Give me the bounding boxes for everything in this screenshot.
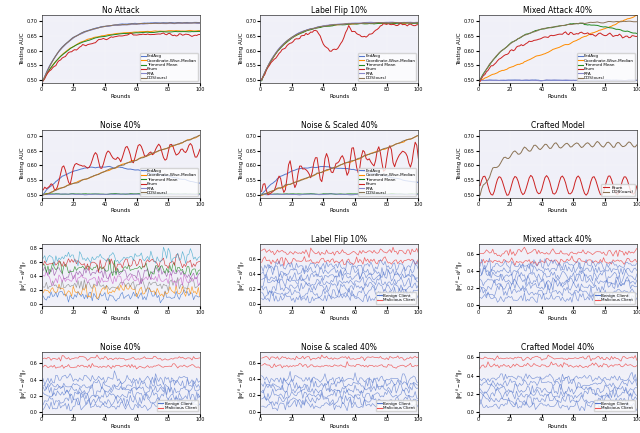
X-axis label: Rounds: Rounds [548, 208, 568, 213]
Title: Label Flip 10%: Label Flip 10% [311, 6, 367, 15]
Y-axis label: Testing AUC: Testing AUC [458, 148, 462, 180]
Y-axis label: $\|w_i^{(t)}-\bar{w}^{(t)}\|_F$: $\|w_i^{(t)}-\bar{w}^{(t)}\|_F$ [236, 259, 247, 291]
Title: No Attack: No Attack [102, 236, 140, 244]
Y-axis label: $\|w_i^{(t)}-\bar{w}^{(t)}\|_F$: $\|w_i^{(t)}-\bar{w}^{(t)}\|_F$ [454, 259, 465, 291]
Legend: FedAvg, Coordinate-Wise-Median, Trimmed Mean, Krum, RFA, DDS(ours): FedAvg, Coordinate-Wise-Median, Trimmed … [140, 53, 198, 81]
Legend: Benign Client, Malicious Client: Benign Client, Malicious Client [376, 292, 416, 304]
Title: No Attack: No Attack [102, 6, 140, 15]
Legend: Benign Client, Malicious Client: Benign Client, Malicious Client [376, 400, 416, 411]
X-axis label: Rounds: Rounds [111, 208, 131, 213]
Legend: FedAvg, Coordinate-Wise-Median, Trimmed Mean, Krum, RFA, DDS(ours): FedAvg, Coordinate-Wise-Median, Trimmed … [358, 168, 416, 196]
X-axis label: Rounds: Rounds [548, 424, 568, 429]
Y-axis label: $\|w_i^{(t)}-\bar{w}^{(t)}\|_F$: $\|w_i^{(t)}-\bar{w}^{(t)}\|_F$ [454, 367, 465, 399]
Y-axis label: Testing AUC: Testing AUC [458, 33, 462, 65]
X-axis label: Rounds: Rounds [329, 424, 349, 429]
Title: Mixed Attack 40%: Mixed Attack 40% [523, 6, 592, 15]
Legend: Benign Client, Malicious Client: Benign Client, Malicious Client [594, 292, 635, 304]
Y-axis label: Testing AUC: Testing AUC [239, 148, 244, 180]
Legend: FedAvg, Coordinate-Wise-Median, Trimmed Mean, Krum, RFA, DDS(ours): FedAvg, Coordinate-Wise-Median, Trimmed … [577, 53, 635, 81]
Y-axis label: Testing AUC: Testing AUC [239, 33, 244, 65]
X-axis label: Rounds: Rounds [111, 316, 131, 321]
X-axis label: Rounds: Rounds [329, 316, 349, 321]
Legend: Benign Client, Malicious Client: Benign Client, Malicious Client [594, 400, 635, 411]
Legend: Krum, DDS(ours): Krum, DDS(ours) [602, 184, 635, 196]
X-axis label: Rounds: Rounds [329, 208, 349, 213]
Y-axis label: $\|w_i^{(t)}-\bar{w}^{(t)}\|_F$: $\|w_i^{(t)}-\bar{w}^{(t)}\|_F$ [18, 367, 29, 399]
Y-axis label: $\|w_i^{(t)}-\bar{w}^{(t)}\|_F$: $\|w_i^{(t)}-\bar{w}^{(t)}\|_F$ [236, 367, 247, 399]
Title: Crafted Model 40%: Crafted Model 40% [521, 343, 594, 352]
Legend: Benign Client, Malicious Client: Benign Client, Malicious Client [157, 400, 198, 411]
Legend: FedAvg, Coordinate-Wise-Median, Trimmed Mean, Krum, RFA, DDS(ours): FedAvg, Coordinate-Wise-Median, Trimmed … [358, 53, 416, 81]
Title: Label Flip 10%: Label Flip 10% [311, 236, 367, 244]
Y-axis label: Testing AUC: Testing AUC [20, 33, 26, 65]
Y-axis label: $\|w_i^{(t)}-\bar{w}^{(t)}\|_F$: $\|w_i^{(t)}-\bar{w}^{(t)}\|_F$ [18, 259, 29, 291]
Title: Noise & scaled 40%: Noise & scaled 40% [301, 343, 377, 352]
Title: Noise & Scaled 40%: Noise & Scaled 40% [301, 121, 378, 130]
Title: Noise 40%: Noise 40% [100, 121, 141, 130]
X-axis label: Rounds: Rounds [548, 94, 568, 98]
Title: Mixed attack 40%: Mixed attack 40% [524, 236, 592, 244]
Title: Crafted Model: Crafted Model [531, 121, 584, 130]
X-axis label: Rounds: Rounds [329, 94, 349, 98]
Title: Noise 40%: Noise 40% [100, 343, 141, 352]
X-axis label: Rounds: Rounds [548, 316, 568, 321]
Legend: FedAvg, Coordinate-Wise-Median, Trimmed Mean, Krum, RFA, DDS(ours): FedAvg, Coordinate-Wise-Median, Trimmed … [140, 168, 198, 196]
X-axis label: Rounds: Rounds [111, 94, 131, 98]
Y-axis label: Testing AUC: Testing AUC [20, 148, 26, 180]
X-axis label: Rounds: Rounds [111, 424, 131, 429]
